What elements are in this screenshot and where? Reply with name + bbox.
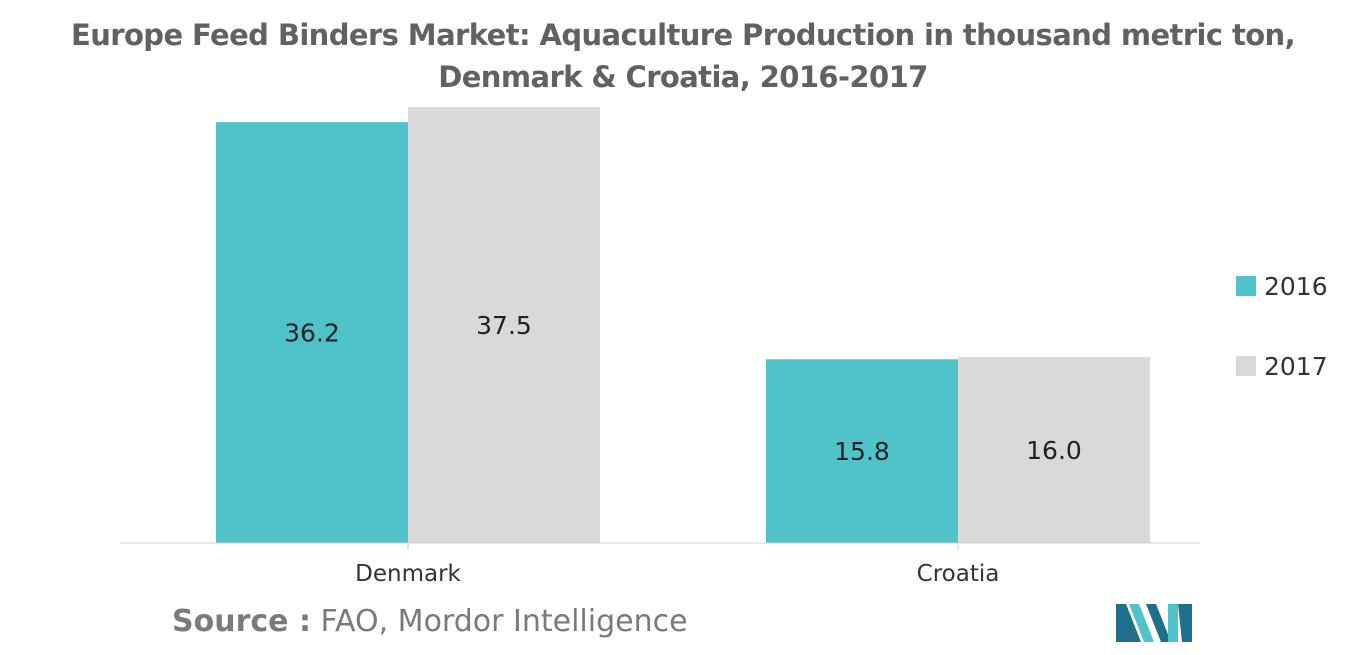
bar-croatia-2016 (766, 359, 958, 543)
legend-swatch-2016 (1236, 276, 1256, 296)
category-label-croatia: Croatia (917, 561, 1000, 587)
legend: 2016 2017 (1236, 272, 1328, 381)
data-label-denmark-2017: 37.5 (476, 311, 532, 340)
data-label-croatia-2016: 15.8 (834, 437, 890, 466)
data-label-croatia-2017: 16.0 (1026, 436, 1082, 465)
bar-denmark-2017 (408, 107, 600, 543)
mordor-intelligence-logo-icon (1116, 604, 1192, 642)
legend-label-2016: 2016 (1264, 272, 1328, 301)
chart-title: Europe Feed Binders Market: Aquaculture … (71, 18, 1296, 94)
source-note: Source : FAO, Mordor Intelligence (172, 604, 688, 639)
bar-denmark-2016 (216, 122, 408, 543)
data-label-denmark-2016: 36.2 (284, 319, 340, 348)
labels-layer: 36.2 37.5 Denmark 15.8 16.0 Croatia (284, 311, 1082, 587)
legend-label-2017: 2017 (1264, 352, 1328, 381)
bar-croatia-2017 (958, 356, 1150, 543)
source-value: FAO, Mordor Intelligence (320, 604, 688, 639)
legend-swatch-2017 (1236, 356, 1256, 376)
bars-layer (216, 107, 1150, 543)
category-label-denmark: Denmark (355, 561, 461, 587)
source-key: Source : (172, 604, 311, 639)
